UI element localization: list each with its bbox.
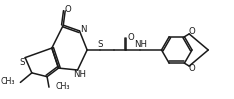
Text: NH: NH (134, 40, 147, 49)
Text: NH: NH (73, 70, 86, 79)
Text: CH₃: CH₃ (0, 77, 15, 86)
Text: O: O (189, 64, 195, 73)
Text: O: O (65, 5, 71, 14)
Text: S: S (98, 40, 103, 49)
Text: O: O (128, 33, 134, 42)
Text: S: S (19, 58, 25, 67)
Text: N: N (80, 25, 87, 34)
Text: CH₃: CH₃ (56, 82, 70, 91)
Text: O: O (189, 27, 195, 36)
